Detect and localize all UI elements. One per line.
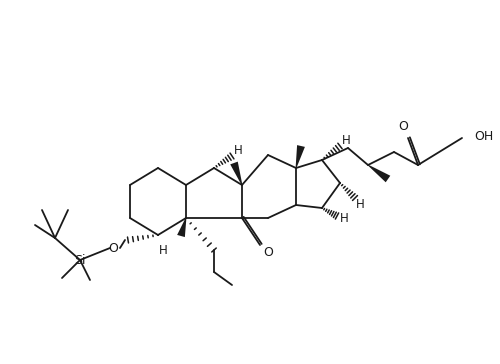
Polygon shape	[296, 145, 305, 168]
Text: O: O	[398, 119, 408, 132]
Text: OH: OH	[474, 130, 493, 142]
Text: H: H	[234, 143, 242, 157]
Text: H: H	[340, 211, 348, 225]
Polygon shape	[368, 165, 390, 182]
Text: H: H	[342, 134, 350, 146]
Text: O: O	[263, 246, 273, 260]
Polygon shape	[177, 218, 186, 237]
Text: O: O	[108, 241, 118, 254]
Text: Si: Si	[74, 253, 86, 266]
Polygon shape	[230, 162, 242, 185]
Text: H: H	[158, 245, 168, 257]
Text: H: H	[356, 198, 364, 211]
